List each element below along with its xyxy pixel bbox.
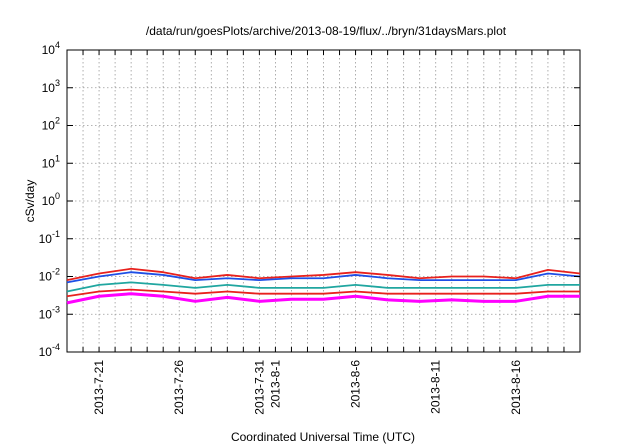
y-tick-label: 104 xyxy=(42,40,60,57)
x-axis-label: Coordinated Universal Time (UTC) xyxy=(231,430,415,444)
chart-title: /data/run/goesPlots/archive/2013-08-19/f… xyxy=(146,24,507,38)
series-line-1 xyxy=(66,267,581,282)
y-ticks: 104 103 102 101 100 10-1 10-2 10-3 10-4 xyxy=(39,40,580,359)
x-tick-label: 2013-7-21 xyxy=(92,360,106,415)
y-axis-label: cSv/day xyxy=(23,180,37,223)
series-line-2 xyxy=(66,271,581,284)
series-line-5 xyxy=(66,292,580,305)
series-line-3 xyxy=(66,281,580,293)
y-tick-label: 10-1 xyxy=(39,229,60,246)
y-tick-label: 10-4 xyxy=(39,342,60,359)
x-tick-label: 2013-8-1 xyxy=(268,360,282,408)
series-group xyxy=(66,267,581,305)
y-tick-label: 100 xyxy=(42,191,60,208)
x-ticks: 2013-7-21 2013-7-26 2013-7-31 2013-8-1 2013-… xyxy=(82,50,565,415)
grid xyxy=(67,50,580,352)
x-tick-label: 2013-8-11 xyxy=(429,360,443,414)
y-tick-label: 10-3 xyxy=(39,304,60,321)
y-tick-label: 102 xyxy=(42,116,60,133)
x-tick-label: 2013-8-6 xyxy=(349,360,363,408)
x-tick-label: 2013-8-16 xyxy=(509,360,523,415)
y-tick-label: 10-2 xyxy=(39,267,60,284)
y-tick-label: 101 xyxy=(42,153,60,170)
series-line-4 xyxy=(66,288,580,298)
x-tick-label: 2013-7-31 xyxy=(252,360,266,415)
y-tick-label: 103 xyxy=(42,78,60,95)
x-tick-label: 2013-7-26 xyxy=(172,360,186,415)
